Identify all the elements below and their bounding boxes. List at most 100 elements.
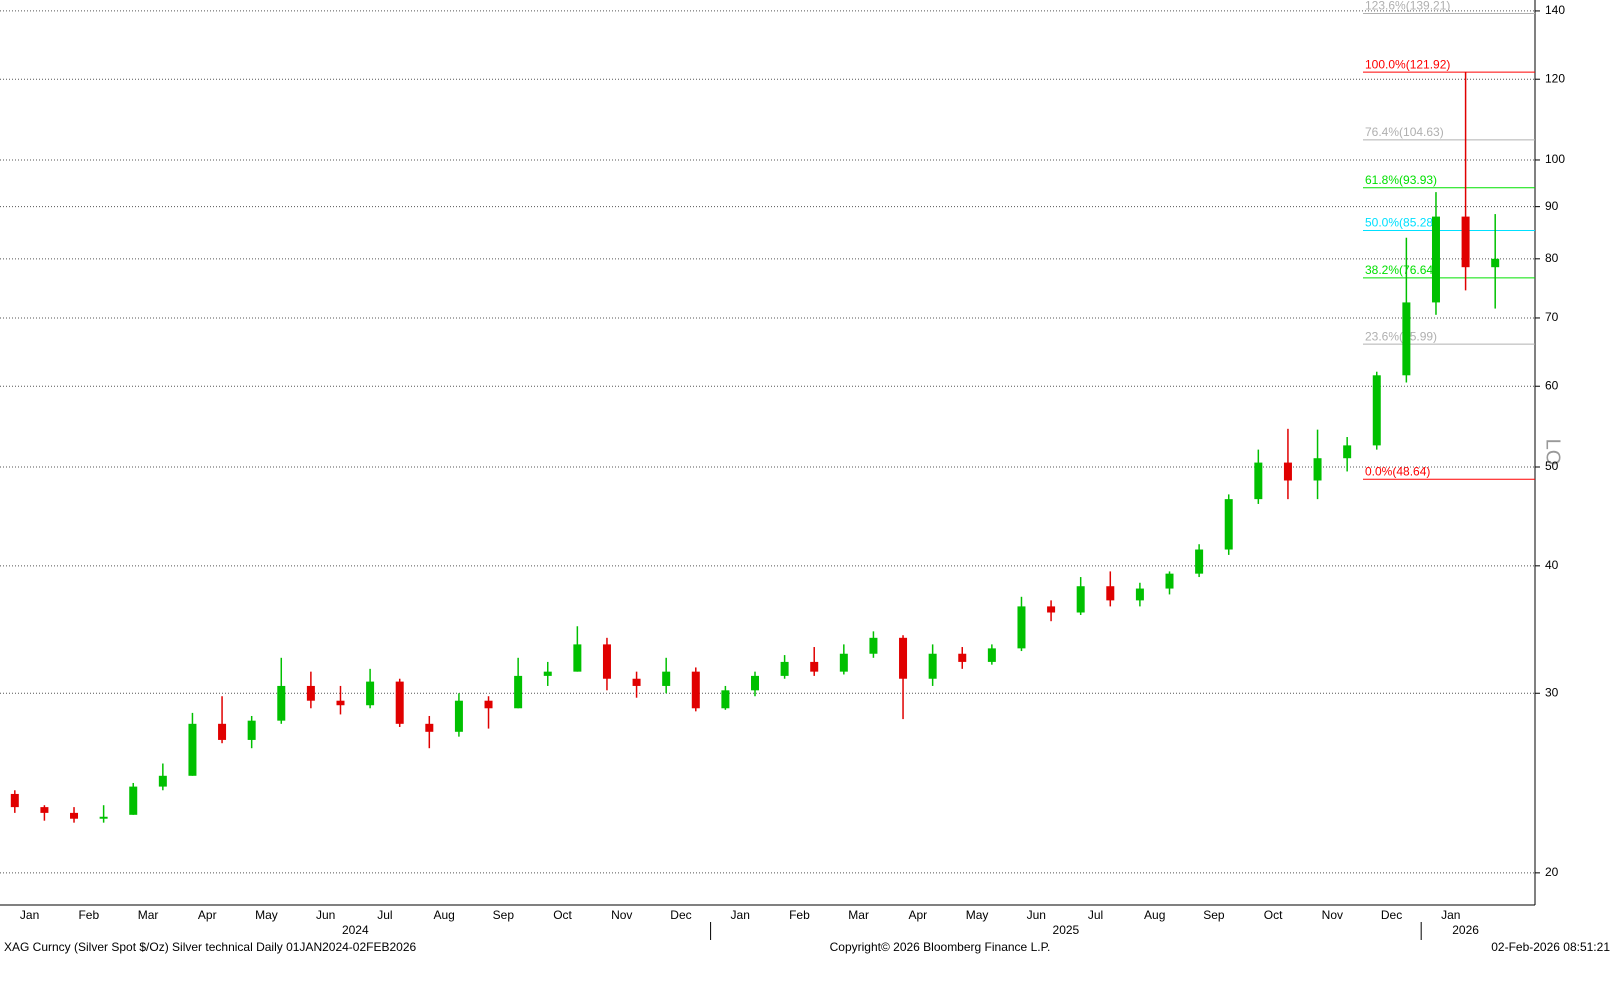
- candle-body: [1491, 258, 1500, 268]
- candle-body: [336, 700, 345, 706]
- candle-body: [1313, 458, 1322, 481]
- fib-label: 0.0%(48.64): [1365, 464, 1430, 478]
- candle-body: [721, 690, 730, 709]
- candle-body: [928, 653, 937, 679]
- x-tick-label: Oct: [553, 908, 572, 922]
- fib-label: 100.0%(121.92): [1365, 57, 1450, 71]
- candle-body: [1372, 375, 1381, 446]
- x-tick-label: Jan: [1441, 908, 1460, 922]
- candle-body: [602, 644, 611, 679]
- candle-body: [1047, 606, 1056, 613]
- x-tick-label: May: [966, 908, 989, 922]
- fib-label: 23.6%(65.99): [1365, 329, 1437, 343]
- x-tick-label: Jun: [316, 908, 335, 922]
- candle-body: [1254, 462, 1263, 500]
- footer-right: 02-Feb-2026 08:51:21: [1491, 940, 1610, 954]
- candle-body: [1224, 499, 1233, 550]
- candle-body: [869, 637, 878, 654]
- candle-body: [454, 700, 463, 732]
- y-tick-label: 70: [1545, 310, 1559, 324]
- candle-body: [129, 786, 138, 815]
- y-tick-label: 120: [1545, 71, 1565, 85]
- candle-body: [839, 653, 848, 672]
- candle-body: [632, 678, 641, 686]
- candle-body: [306, 685, 315, 701]
- x-tick-label: Feb: [78, 908, 99, 922]
- candle-body: [277, 685, 286, 721]
- side-label: LO: [1542, 439, 1564, 466]
- x-tick-label: Mar: [138, 908, 159, 922]
- candle-body: [1165, 573, 1174, 589]
- candle-body: [484, 700, 493, 709]
- candle-body: [366, 681, 375, 706]
- candle-body: [40, 807, 49, 813]
- x-tick-label: May: [255, 908, 278, 922]
- year-label: 2025: [1053, 923, 1080, 937]
- candle-body: [395, 681, 404, 724]
- candle-body: [425, 723, 434, 732]
- x-tick-label: Jul: [1088, 908, 1103, 922]
- candle-body: [987, 648, 996, 662]
- x-tick-label: Dec: [1381, 908, 1402, 922]
- candle-body: [1343, 445, 1352, 459]
- x-tick-label: Nov: [1322, 908, 1343, 922]
- candle-body: [10, 793, 19, 808]
- candle-body: [1402, 302, 1411, 376]
- candle-body: [810, 661, 819, 672]
- candle-body: [70, 812, 79, 819]
- y-tick-label: 140: [1545, 3, 1565, 17]
- x-tick-label: Sep: [493, 908, 515, 922]
- candle-body: [1283, 462, 1292, 481]
- fib-label: 50.0%(85.28): [1365, 216, 1437, 230]
- y-tick-label: 40: [1545, 558, 1559, 572]
- year-label: 2026: [1452, 923, 1479, 937]
- candle-body: [158, 775, 167, 787]
- x-tick-label: Apr: [908, 908, 927, 922]
- candle-body: [99, 816, 108, 819]
- x-tick-label: Mar: [848, 908, 869, 922]
- candle-body: [1076, 586, 1085, 613]
- candle-body: [1135, 588, 1144, 601]
- fib-label: 123.6%(139.21): [1365, 0, 1450, 13]
- x-tick-label: Nov: [611, 908, 632, 922]
- candle-body: [691, 671, 700, 709]
- candle-body: [1431, 216, 1440, 303]
- candle-body: [780, 661, 789, 676]
- y-tick-label: 90: [1545, 199, 1559, 213]
- fib-label: 76.4%(104.63): [1365, 125, 1444, 139]
- candle-body: [899, 637, 908, 679]
- fib-label: 38.2%(76.64): [1365, 263, 1437, 277]
- footer-center: Copyright© 2026 Bloomberg Finance L.P.: [830, 940, 1051, 954]
- y-tick-label: 80: [1545, 251, 1559, 265]
- footer-left: XAG Curncy (Silver Spot $/Oz) Silver tec…: [4, 940, 417, 954]
- candle-body: [662, 671, 671, 686]
- x-tick-label: Aug: [433, 908, 454, 922]
- candle-body: [958, 653, 967, 662]
- y-tick-label: 100: [1545, 152, 1565, 166]
- x-tick-label: Jan: [20, 908, 39, 922]
- candle-body: [573, 644, 582, 672]
- x-tick-label: Feb: [789, 908, 810, 922]
- x-tick-label: Jun: [1027, 908, 1046, 922]
- candle-body: [1461, 216, 1470, 268]
- fib-label: 61.8%(93.93): [1365, 173, 1437, 187]
- candle-body: [218, 723, 227, 740]
- y-tick-label: 30: [1545, 685, 1559, 699]
- candle-body: [1195, 549, 1204, 574]
- x-tick-label: Oct: [1264, 908, 1283, 922]
- x-tick-label: Jan: [731, 908, 750, 922]
- candle-body: [514, 675, 523, 709]
- y-tick-label: 20: [1545, 865, 1559, 879]
- x-tick-label: Apr: [198, 908, 217, 922]
- candle-body: [188, 723, 197, 776]
- x-tick-label: Dec: [670, 908, 691, 922]
- y-tick-label: 60: [1545, 378, 1559, 392]
- candle-body: [543, 671, 552, 676]
- year-label: 2024: [342, 923, 369, 937]
- x-tick-label: Sep: [1203, 908, 1225, 922]
- candle-body: [1106, 586, 1115, 601]
- x-tick-label: Aug: [1144, 908, 1165, 922]
- candle-body: [1017, 606, 1026, 649]
